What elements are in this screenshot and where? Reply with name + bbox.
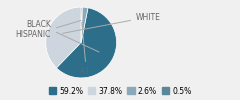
Legend: 59.2%, 37.8%, 2.6%, 0.5%: 59.2%, 37.8%, 2.6%, 0.5% [48, 86, 192, 96]
Wedge shape [56, 8, 117, 78]
Text: A.I.: A.I. [80, 22, 93, 76]
Text: HISPANIC: HISPANIC [16, 20, 81, 39]
Wedge shape [46, 7, 81, 68]
Text: WHITE: WHITE [63, 12, 161, 33]
Wedge shape [81, 7, 88, 42]
Text: BLACK: BLACK [26, 20, 99, 52]
Wedge shape [81, 7, 82, 42]
